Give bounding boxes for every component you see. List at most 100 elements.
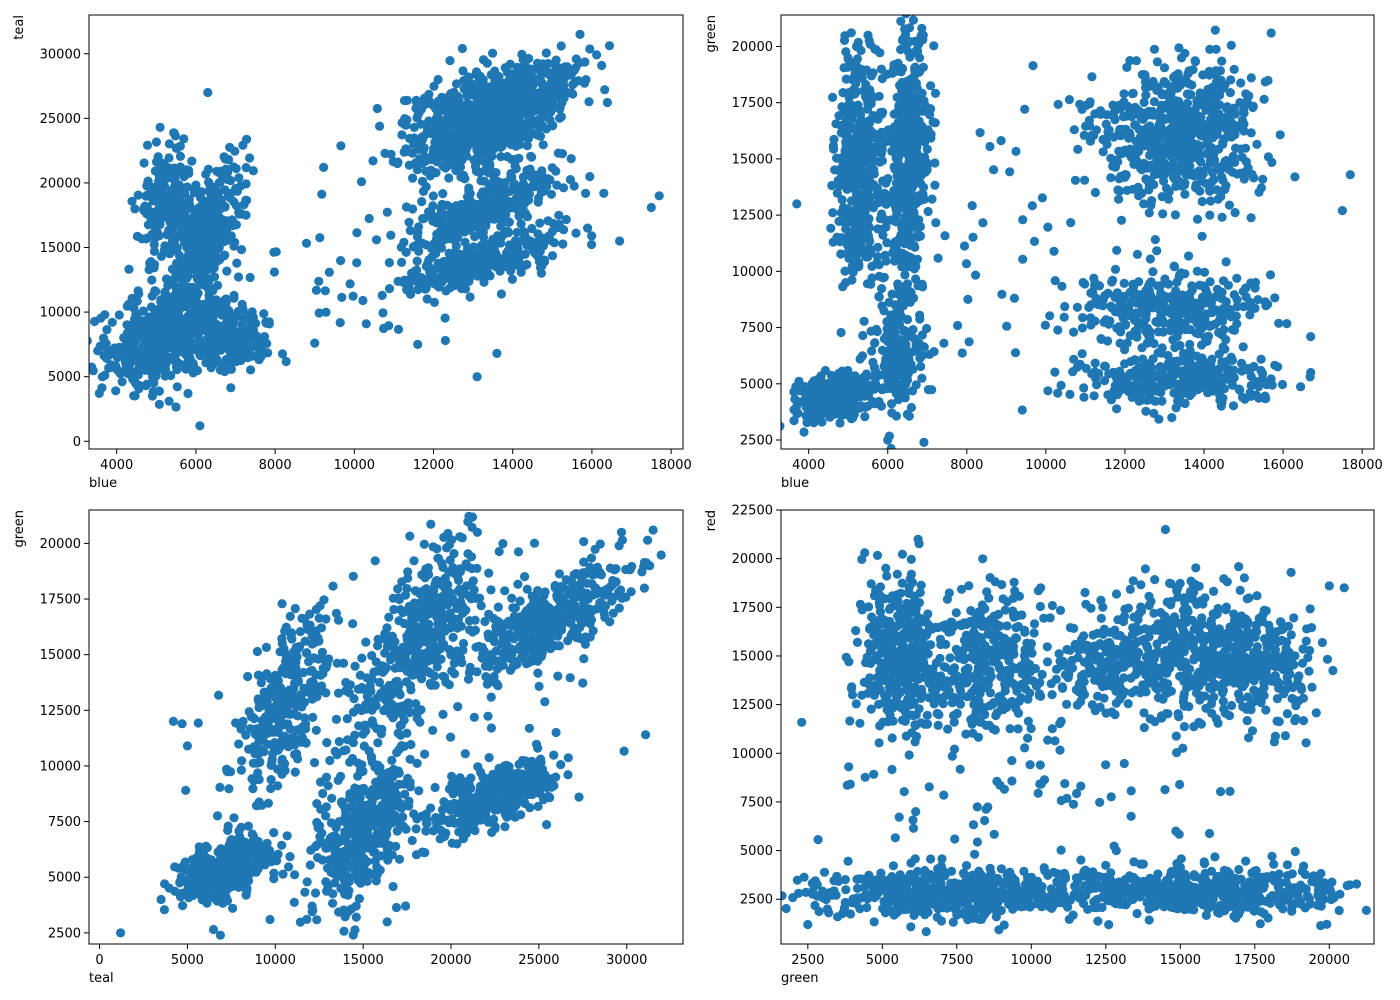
scatter-point	[907, 178, 917, 188]
scatter-point	[1136, 112, 1146, 122]
scatter-point	[1232, 169, 1242, 179]
scatter-point	[203, 87, 213, 98]
scatter-point	[910, 66, 920, 76]
scatter-point	[856, 245, 866, 255]
scatter-point	[872, 131, 883, 141]
scatter-point	[1217, 56, 1227, 66]
scatter-point	[1164, 194, 1174, 204]
scatter-point	[555, 113, 565, 123]
scatter-point	[492, 210, 502, 220]
scatter-point	[507, 69, 517, 79]
scatter-point	[1258, 174, 1268, 184]
scatter-point	[1160, 169, 1170, 179]
scatter-point	[1152, 57, 1162, 67]
scatter-point	[457, 280, 468, 291]
scatter-point	[923, 206, 933, 217]
scatter-point	[1214, 144, 1224, 154]
scatter-point	[916, 361, 926, 372]
scatter-point	[828, 92, 838, 102]
scatter-point	[875, 147, 885, 157]
scatter-point	[877, 74, 887, 84]
scatter-point	[171, 349, 181, 359]
scatter-point	[1209, 175, 1219, 185]
scatter-point	[422, 294, 432, 304]
scatter-point	[505, 59, 515, 69]
scatter-point	[853, 37, 863, 48]
scatter-point	[163, 298, 173, 308]
scatter-point	[535, 114, 545, 124]
scatter-point	[1118, 112, 1129, 122]
scatter-point	[518, 99, 528, 109]
scatter-point	[1131, 120, 1141, 130]
scatter-point	[897, 225, 908, 235]
scatter-point	[1139, 158, 1149, 168]
scatter-point	[414, 108, 424, 118]
scatter-point	[1176, 53, 1187, 63]
scatter-point	[587, 239, 597, 250]
scatter-point	[1177, 181, 1187, 191]
scatter-point	[417, 197, 427, 207]
scatter-point	[247, 351, 257, 361]
scatter-point	[829, 134, 839, 144]
scatter-point	[208, 286, 218, 296]
scatter-point	[208, 313, 218, 323]
scatter-point	[179, 134, 189, 144]
scatter-point	[1184, 66, 1194, 76]
scatter-point	[496, 152, 506, 162]
scatter-point	[906, 359, 916, 369]
scatter-point	[203, 164, 213, 174]
scatter-point	[918, 62, 929, 72]
scatter-point	[1180, 189, 1190, 199]
scatter-point	[505, 240, 515, 250]
scatter-point	[382, 207, 392, 217]
scatter-point	[1139, 199, 1149, 209]
scatter-point	[569, 181, 579, 191]
scatter-point	[440, 335, 450, 346]
scatter-point	[516, 219, 526, 229]
scatter-point	[1194, 111, 1204, 121]
scatter-point	[870, 366, 881, 376]
scatter-point	[410, 241, 420, 251]
scatter-point	[912, 44, 922, 55]
scatter-point	[113, 349, 123, 359]
scatter-point	[901, 80, 911, 90]
scatter-point	[484, 182, 495, 192]
scatter-point	[183, 196, 193, 206]
scatter-point	[1149, 180, 1159, 190]
scatter-point	[311, 285, 321, 295]
scatter-point	[130, 204, 140, 214]
scatter-point	[836, 168, 846, 178]
scatter-point	[1201, 105, 1211, 115]
scatter-point	[927, 194, 937, 204]
scatter-point	[874, 291, 884, 302]
scatter-point	[310, 338, 320, 348]
scatter-point	[799, 427, 809, 437]
scatter-point	[189, 188, 199, 198]
scatter-point	[1201, 178, 1211, 188]
scatter-point	[654, 191, 664, 201]
scatter-point	[544, 232, 554, 243]
scatter-point	[838, 154, 848, 164]
scatter-point	[225, 346, 235, 356]
scatter-point	[1131, 136, 1141, 146]
scatter-point	[144, 265, 154, 275]
scatter-point	[871, 324, 882, 334]
scatter-point	[1174, 43, 1184, 53]
scatter-point	[834, 216, 844, 226]
scatter-point	[855, 131, 865, 142]
scatter-point	[910, 36, 920, 46]
scatter-point	[1246, 73, 1256, 83]
scatter-point	[472, 372, 482, 382]
scatter-point	[141, 380, 151, 391]
scatter-point	[846, 235, 856, 246]
scatter-point	[900, 204, 910, 214]
scatter-point	[512, 154, 522, 164]
scatter-point	[1230, 109, 1240, 119]
scatter-point	[551, 166, 561, 176]
scatter-point	[906, 402, 917, 413]
scatter-point	[226, 231, 236, 241]
scatter-point	[545, 115, 555, 125]
scatter-point	[410, 266, 420, 276]
scatter-point	[129, 303, 139, 313]
scatter-point	[533, 229, 543, 239]
